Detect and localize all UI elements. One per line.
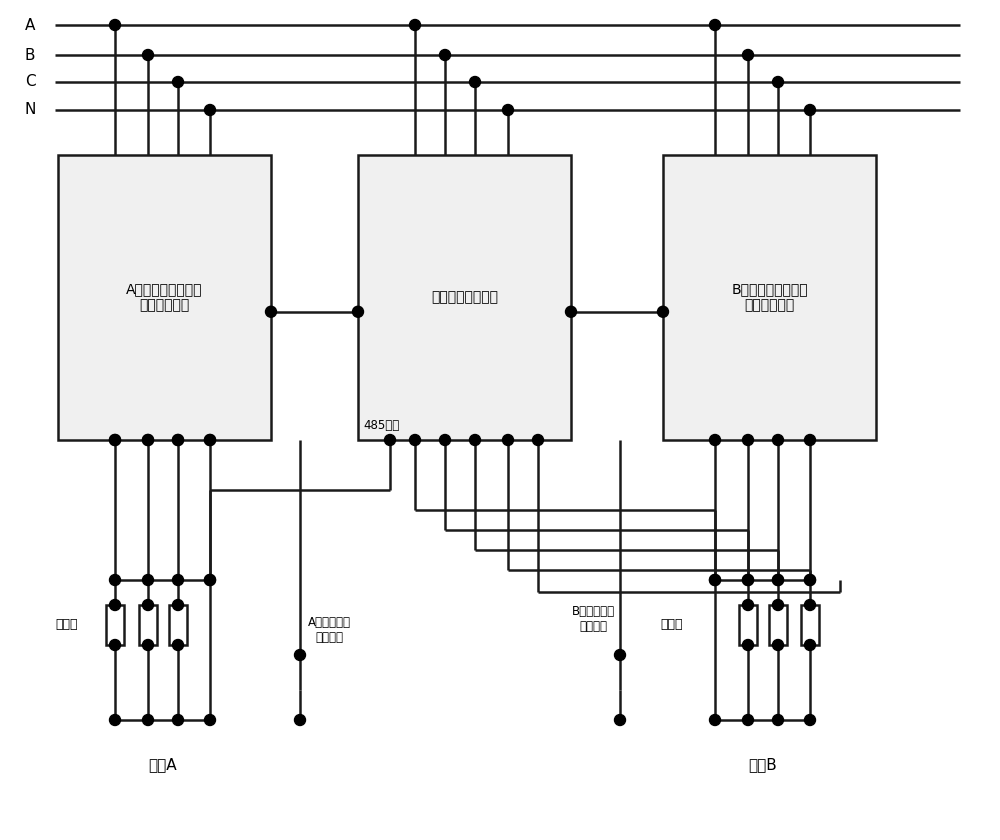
Circle shape: [772, 575, 784, 585]
Circle shape: [173, 76, 184, 87]
Bar: [663, 155, 876, 440]
Circle shape: [205, 434, 216, 445]
Circle shape: [384, 434, 396, 445]
Text: A路断路器型剩余电
流动作保护器: A路断路器型剩余电 流动作保护器: [126, 282, 203, 312]
Text: A路接地试跳
检测接入: A路接地试跳 检测接入: [308, 616, 351, 644]
Circle shape: [742, 715, 754, 726]
Circle shape: [710, 575, 720, 585]
Circle shape: [173, 434, 184, 445]
Circle shape: [143, 600, 154, 611]
Circle shape: [173, 715, 184, 726]
Bar: [139, 605, 157, 645]
Circle shape: [742, 575, 754, 585]
Circle shape: [804, 575, 816, 585]
Circle shape: [205, 715, 216, 726]
Circle shape: [772, 639, 784, 650]
Bar: [739, 605, 757, 645]
Text: N: N: [24, 102, 36, 118]
Bar: [106, 605, 124, 645]
Circle shape: [110, 575, 120, 585]
Circle shape: [143, 715, 154, 726]
Circle shape: [143, 434, 154, 445]
Circle shape: [710, 715, 720, 726]
Circle shape: [440, 434, 450, 445]
Circle shape: [205, 575, 216, 585]
Circle shape: [110, 715, 120, 726]
Circle shape: [110, 639, 120, 650]
Circle shape: [742, 434, 754, 445]
Circle shape: [110, 600, 120, 611]
Circle shape: [266, 307, 276, 318]
Circle shape: [110, 19, 120, 30]
Circle shape: [294, 715, 306, 726]
Circle shape: [173, 639, 184, 650]
Circle shape: [658, 307, 668, 318]
Circle shape: [804, 104, 816, 115]
Text: 负载B: 负载B: [749, 758, 777, 773]
Circle shape: [532, 434, 544, 445]
Circle shape: [503, 434, 514, 445]
Text: A: A: [25, 18, 35, 33]
Circle shape: [742, 600, 754, 611]
Circle shape: [772, 76, 784, 87]
Text: B: B: [25, 48, 35, 62]
Circle shape: [110, 434, 120, 445]
Circle shape: [470, 434, 480, 445]
Circle shape: [440, 50, 450, 60]
Circle shape: [742, 575, 754, 585]
Bar: [58, 155, 271, 440]
Circle shape: [173, 600, 184, 611]
Circle shape: [804, 434, 816, 445]
Circle shape: [710, 575, 720, 585]
Circle shape: [143, 50, 154, 60]
Circle shape: [710, 434, 720, 445]
Circle shape: [742, 639, 754, 650]
Bar: [769, 605, 787, 645]
Text: 自动试跳检测装置: 自动试跳检测装置: [431, 291, 498, 304]
Circle shape: [110, 434, 120, 445]
Circle shape: [352, 307, 364, 318]
Circle shape: [173, 575, 184, 585]
Text: 熔断器: 熔断器: [55, 618, 78, 632]
Circle shape: [772, 600, 784, 611]
Circle shape: [804, 600, 816, 611]
Circle shape: [614, 715, 626, 726]
Circle shape: [143, 434, 154, 445]
Bar: [801, 605, 819, 645]
Circle shape: [205, 104, 216, 115]
Text: C: C: [25, 75, 35, 90]
Circle shape: [470, 76, 480, 87]
Text: 负载A: 负载A: [149, 758, 177, 773]
Circle shape: [804, 575, 816, 585]
Circle shape: [566, 307, 576, 318]
Circle shape: [143, 639, 154, 650]
Circle shape: [143, 575, 154, 585]
Text: 熔断器: 熔断器: [660, 618, 682, 632]
Circle shape: [742, 50, 754, 60]
Circle shape: [804, 639, 816, 650]
Circle shape: [173, 434, 184, 445]
Circle shape: [410, 19, 420, 30]
Circle shape: [410, 434, 420, 445]
Circle shape: [205, 434, 216, 445]
Circle shape: [772, 715, 784, 726]
Circle shape: [294, 649, 306, 660]
Circle shape: [772, 434, 784, 445]
Circle shape: [614, 649, 626, 660]
Text: 485连接: 485连接: [363, 419, 399, 432]
Circle shape: [710, 19, 720, 30]
Text: B路接地试跳
检测接入: B路接地试跳 检测接入: [572, 605, 615, 633]
Text: B路断路器型剩余电
流动作保护器: B路断路器型剩余电 流动作保护器: [731, 282, 808, 312]
Circle shape: [205, 575, 216, 585]
Circle shape: [503, 104, 514, 115]
Bar: [358, 155, 571, 440]
Bar: [169, 605, 187, 645]
Circle shape: [804, 715, 816, 726]
Circle shape: [772, 575, 784, 585]
